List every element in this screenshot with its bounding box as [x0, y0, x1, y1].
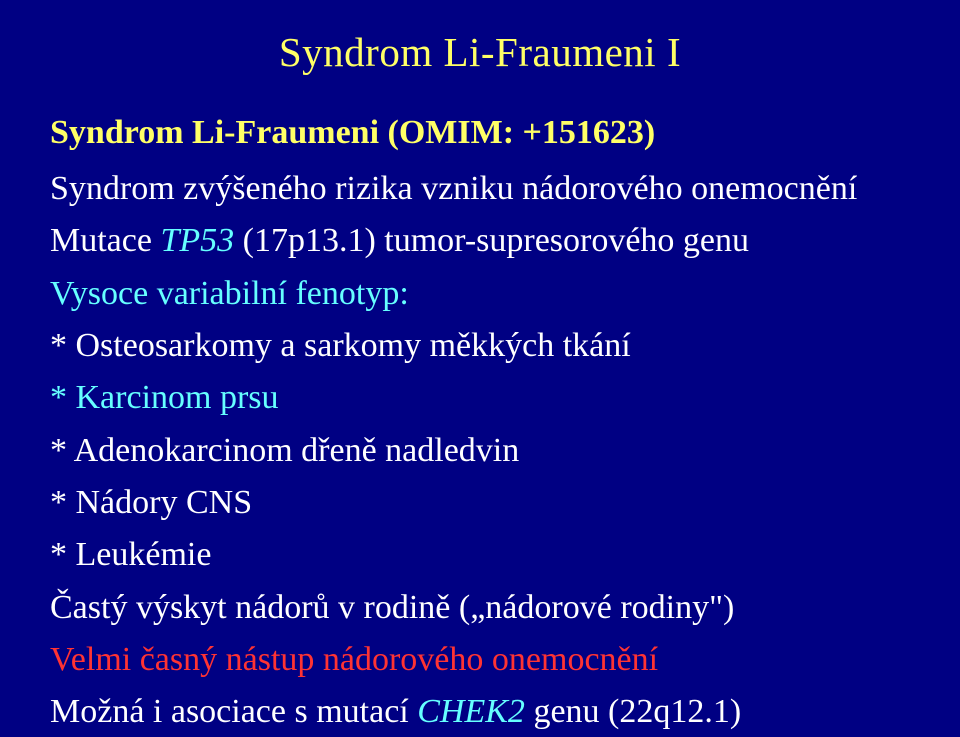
bullet-4: * Nádory CNS [50, 478, 910, 528]
body-line-5: Velmi časný nástup nádorového onemocnění [50, 635, 910, 685]
text: ) [723, 589, 734, 626]
subtitle: Syndrom Li-Fraumeni (OMIM: +151623) [50, 114, 910, 152]
gene-name: TP53 [160, 222, 234, 259]
bullet-2: * Karcinom prsu [50, 373, 910, 423]
body-line-1: Syndrom zvýšeného rizika vzniku nádorové… [50, 164, 910, 214]
gene-name: CHEK2 [417, 693, 525, 730]
text: Častý výskyt nádorů v rodině ( [50, 589, 470, 626]
text: (17p13.1) tumor-supresorového genu [234, 222, 749, 259]
quoted-term: „nádorové rodiny" [470, 589, 723, 626]
text: Možná i asociace s mutací [50, 693, 417, 730]
bullet-3: * Adenokarcinom dřeně nadledvin [50, 426, 910, 476]
body-line-6: Možná i asociace s mutací CHEK2 genu (22… [50, 687, 910, 737]
body-line-4: Častý výskyt nádorů v rodině („nádorové … [50, 583, 910, 633]
bullet-1: * Osteosarkomy a sarkomy měkkých tkání [50, 321, 910, 371]
text: Mutace [50, 222, 160, 259]
slide-title: Syndrom Li-Fraumeni I [50, 28, 910, 76]
body-line-3: Vysoce variabilní fenotyp: [50, 269, 910, 319]
text: genu (22q12.1) [525, 693, 741, 730]
body-line-2: Mutace TP53 (17p13.1) tumor-supresorovéh… [50, 216, 910, 266]
bullet-5: * Leukémie [50, 530, 910, 580]
